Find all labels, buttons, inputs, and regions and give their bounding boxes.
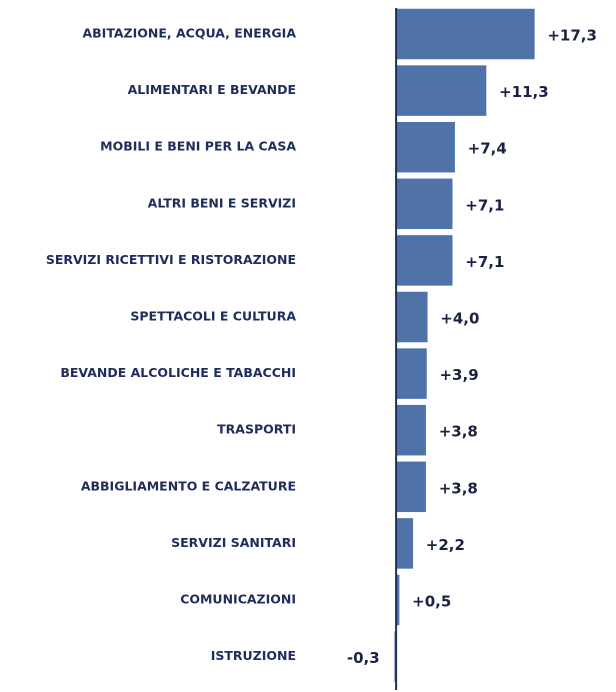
value-label: +3,8 bbox=[439, 423, 478, 441]
value-label: +7,1 bbox=[465, 196, 504, 214]
category-label: ALIMENTARI E BEVANDE bbox=[128, 82, 296, 97]
bar bbox=[395, 7, 537, 61]
value-label: +0,5 bbox=[412, 593, 451, 611]
value-label: +4,0 bbox=[440, 310, 479, 328]
bar bbox=[395, 233, 455, 288]
bar bbox=[395, 177, 455, 231]
category-label: TRASPORTI bbox=[217, 422, 296, 437]
category-label: SPETTACOLI E CULTURA bbox=[130, 309, 296, 324]
category-label: COMUNICAZIONI bbox=[180, 592, 296, 607]
value-label: +3,9 bbox=[439, 366, 478, 384]
category-label: ABITAZIONE, ACQUA, ENERGIA bbox=[82, 26, 296, 41]
category-label: SERVIZI SANITARI bbox=[171, 535, 296, 550]
value-label: +2,2 bbox=[426, 536, 465, 554]
bar bbox=[395, 290, 430, 344]
bar bbox=[395, 346, 429, 401]
bar bbox=[395, 120, 457, 174]
value-label: +11,3 bbox=[499, 83, 549, 101]
value-label: -0,3 bbox=[347, 649, 380, 667]
bar bbox=[395, 460, 428, 514]
bar bbox=[395, 516, 415, 571]
bar bbox=[395, 63, 488, 118]
category-label: MOBILI E BENI PER LA CASA bbox=[100, 139, 296, 154]
value-label: +3,8 bbox=[439, 479, 478, 497]
value-label: +7,4 bbox=[468, 140, 507, 158]
bar bbox=[395, 403, 428, 457]
category-label: ISTRUZIONE bbox=[211, 648, 296, 663]
category-label: BEVANDE ALCOLICHE E TABACCHI bbox=[60, 365, 296, 380]
value-label: +7,1 bbox=[465, 253, 504, 271]
category-label: SERVIZI RICETTIVI E RISTORAZIONE bbox=[46, 252, 296, 267]
category-label: ALTRI BENI E SERVIZI bbox=[148, 195, 296, 210]
category-label: ABBIGLIAMENTO E CALZATURE bbox=[81, 478, 296, 493]
value-label: +17,3 bbox=[547, 27, 597, 45]
